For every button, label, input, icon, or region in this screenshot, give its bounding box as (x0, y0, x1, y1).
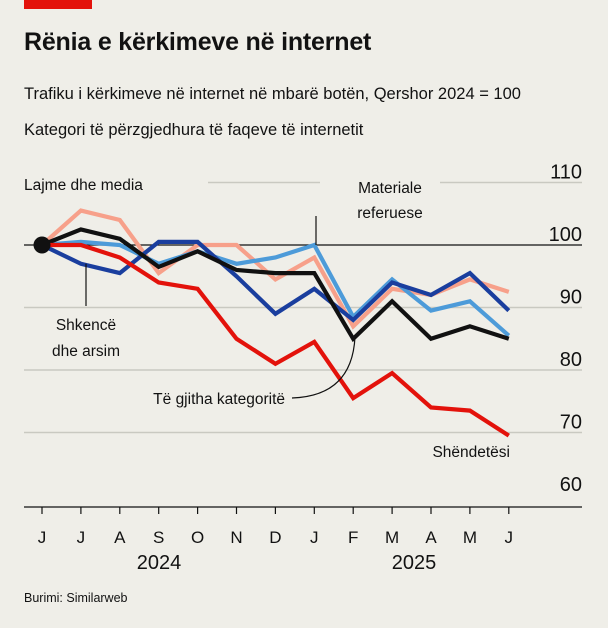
series-line-3 (41, 227, 510, 343)
series-label-4: Shëndetësi (432, 444, 510, 461)
x-tick-label: A (425, 528, 437, 547)
chart-title: Rënia e kërkimeve në internet (24, 28, 372, 56)
y-tick-label-110: 110 (550, 162, 582, 184)
y-tick-label-70: 70 (560, 412, 582, 434)
series-label-3: Të gjitha kategoritë (153, 391, 285, 408)
brand-red-bar (24, 0, 92, 9)
series-line-2 (41, 239, 511, 323)
year-label-2024: 2024 (137, 552, 182, 574)
x-tick-label: M (463, 528, 477, 547)
x-tick-label: J (38, 528, 47, 547)
y-tick-label-60: 60 (560, 474, 582, 496)
x-tick-label: A (114, 528, 126, 547)
x-tick-label: N (230, 528, 242, 547)
y-tick-label-100: 100 (549, 224, 582, 246)
series-label-2: Shkencë dhe arsim (52, 317, 120, 360)
year-label-2025: 2025 (392, 552, 437, 574)
x-tick-label: F (348, 528, 358, 547)
y-tick-label-80: 80 (560, 349, 582, 371)
y-tick-label-90: 90 (560, 287, 582, 309)
start-point-marker (33, 236, 51, 254)
series-label-1: Materiale referuese (357, 180, 422, 222)
leader-te-gjitha (291, 336, 356, 399)
x-tick-label: D (269, 528, 281, 547)
chart-subtitle-secondary: Kategori të përzgjedhura të faqeve të in… (24, 121, 364, 139)
x-tick-label: J (505, 528, 514, 547)
x-tick-label: S (153, 528, 164, 547)
x-tick-label: J (77, 528, 86, 547)
chart-subtitle: Trafiku i kërkimeve në internet në mbarë… (24, 85, 521, 103)
x-tick-label: O (191, 528, 204, 547)
line-chart: 60 70 80 90 100 110 Lajme dhe media Materiale r… (24, 162, 582, 574)
source-note: Burimi: Similarweb (24, 591, 128, 605)
series-line-1 (41, 239, 511, 338)
series-label-0: Lajme dhe media (24, 177, 143, 194)
x-tick-label: J (310, 528, 319, 547)
series-line-4 (42, 242, 510, 438)
x-tick-label: M (385, 528, 399, 547)
